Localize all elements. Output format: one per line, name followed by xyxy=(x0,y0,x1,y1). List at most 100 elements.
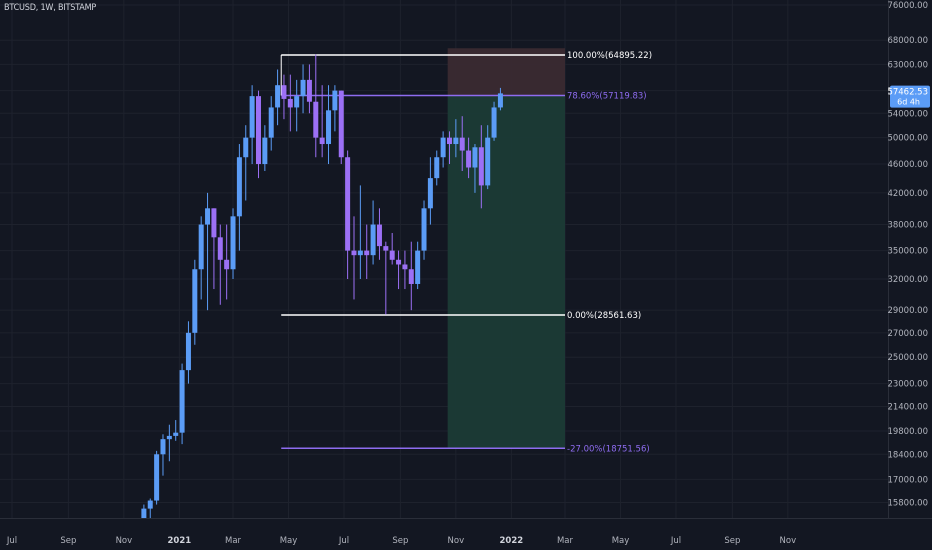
candle-body xyxy=(217,237,223,260)
candle-body xyxy=(345,157,351,251)
price-tick-label: 27000.00 xyxy=(887,329,928,339)
candle-body xyxy=(459,137,465,151)
candle xyxy=(243,125,249,201)
candle-body xyxy=(402,264,408,270)
price-tick-label: 63000.00 xyxy=(887,60,928,70)
candle-body xyxy=(453,137,459,145)
price-tick-label: 21400.00 xyxy=(887,402,928,412)
price-tick-label: 68000.00 xyxy=(887,36,928,46)
fib-level-label: 0.00%(28561.63) xyxy=(567,311,641,321)
candle xyxy=(287,74,293,132)
candle-body xyxy=(396,259,402,265)
price-tick-label: 17000.00 xyxy=(887,475,928,485)
candle xyxy=(485,125,491,190)
candle xyxy=(402,250,408,290)
candle xyxy=(408,241,414,311)
candle xyxy=(249,85,255,165)
candle-body xyxy=(255,96,261,165)
time-tick-label: 2021 xyxy=(168,536,192,546)
candle xyxy=(345,150,351,279)
candle xyxy=(205,192,211,311)
candle-body xyxy=(198,224,204,270)
candle-body xyxy=(491,107,497,138)
position-tool[interactable] xyxy=(447,48,565,449)
candle xyxy=(281,74,287,120)
candle-body xyxy=(446,137,452,145)
price-tick-label: 18400.00 xyxy=(887,450,928,460)
candle xyxy=(383,241,389,315)
price-tick-label: 23000.00 xyxy=(887,380,928,390)
time-tick-label: Jul xyxy=(6,536,17,546)
time-tick-label: Nov xyxy=(116,536,133,546)
time-tick-label: Nov xyxy=(780,536,797,546)
candle-body xyxy=(466,150,472,168)
price-axis[interactable]: 15800.00 17000.00 18400.00 19800.00 21400.00… xyxy=(887,0,932,550)
candle xyxy=(268,96,274,151)
price-tick-label: 32000.00 xyxy=(887,275,928,285)
candle xyxy=(185,321,191,384)
candle-body xyxy=(268,107,274,138)
candle xyxy=(154,450,160,505)
price-tick-label: 15800.00 xyxy=(887,499,928,509)
candle xyxy=(332,85,338,132)
fib-level-label: 78.60%(57119.83) xyxy=(567,91,647,101)
time-axis-background xyxy=(0,518,932,550)
price-tick-label: 19800.00 xyxy=(887,427,928,437)
price-badge-box xyxy=(890,85,930,108)
candle xyxy=(166,424,172,462)
stop-loss-zone[interactable] xyxy=(447,48,565,96)
candle-body xyxy=(224,259,230,270)
price-tick-label: 76000.00 xyxy=(887,1,928,11)
candle xyxy=(230,208,236,279)
candle xyxy=(313,54,319,158)
candle-body xyxy=(326,110,332,145)
candle-body xyxy=(472,147,478,168)
candle-body xyxy=(166,435,172,440)
candle-body xyxy=(141,508,147,522)
candle-body xyxy=(332,90,338,111)
candle xyxy=(415,241,421,290)
price-tick-label: 42000.00 xyxy=(887,189,928,199)
candle xyxy=(497,87,503,111)
candle xyxy=(319,85,325,158)
candle-body xyxy=(364,250,370,256)
candle xyxy=(376,208,382,260)
candle-body xyxy=(154,454,160,501)
candle-body xyxy=(192,269,198,333)
candle-body xyxy=(421,208,427,251)
candle-body xyxy=(205,208,211,225)
time-tick-label: Sep xyxy=(724,536,740,546)
candle-body xyxy=(351,250,357,256)
candles xyxy=(141,54,503,522)
candle-body xyxy=(173,432,179,436)
candle xyxy=(192,259,198,345)
candle xyxy=(491,101,497,141)
candle xyxy=(198,216,204,300)
symbol-title[interactable]: BTCUSD, 1W, BITSTAMP xyxy=(4,3,97,13)
price-badge-countdown: 6d 4h xyxy=(897,98,920,107)
candle xyxy=(338,90,344,165)
candle-body xyxy=(313,101,319,138)
candle-body xyxy=(294,96,300,108)
candle xyxy=(466,137,472,179)
time-tick-label: May xyxy=(280,536,298,546)
candle-body xyxy=(383,246,389,251)
candle-body xyxy=(408,269,414,284)
take-profit-zone[interactable] xyxy=(447,95,565,449)
price-tick-label: 35000.00 xyxy=(887,247,928,257)
candle xyxy=(294,79,300,132)
fib-retracement[interactable]: 100.00%(64895.22) 78.60%(57119.83) 0.00%(2… xyxy=(280,51,652,454)
candle-body xyxy=(306,79,312,102)
candle-body xyxy=(236,157,242,217)
candle-body xyxy=(160,439,166,455)
candle-body xyxy=(211,208,217,238)
candle xyxy=(300,64,306,114)
candle xyxy=(434,150,440,186)
candle-body xyxy=(287,98,293,108)
time-axis[interactable]: Jul Sep Nov 2021 Mar May Jul Sep Nov 2022 Mar May Ju… xyxy=(0,518,932,550)
candle xyxy=(472,144,478,193)
time-tick-label: Sep xyxy=(60,536,76,546)
candle-body xyxy=(389,250,395,260)
